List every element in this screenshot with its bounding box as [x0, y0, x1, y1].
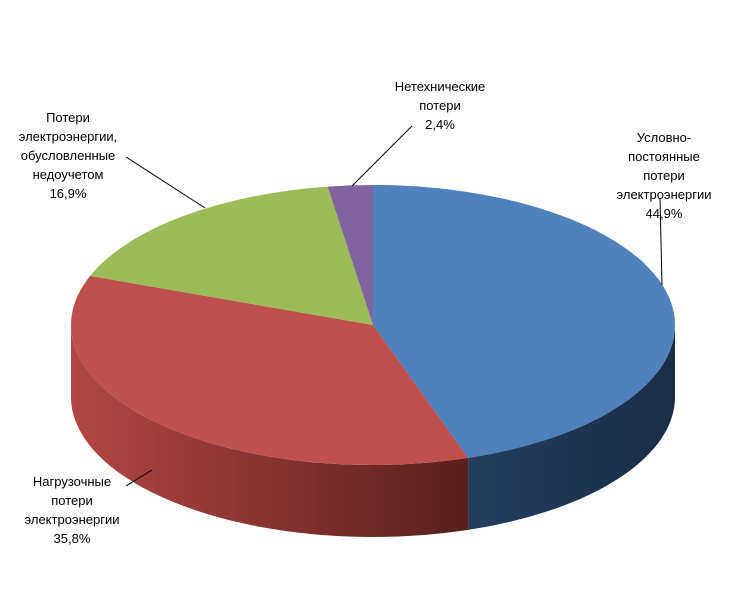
category-label: Условно- постоянные потери электроэнерги…	[616, 130, 712, 202]
data-label: Потери электроэнергии, обусловленные нед…	[19, 108, 118, 203]
category-label: Потери электроэнергии, обусловленные нед…	[18, 110, 118, 182]
slice	[373, 185, 675, 458]
data-label: Условно- постоянные потери электроэнерги…	[617, 128, 712, 223]
slice-side	[468, 325, 675, 530]
value-label: 35,8%	[53, 531, 91, 546]
value-label: 2,4%	[425, 117, 455, 132]
pie-sides	[71, 325, 675, 537]
data-label: Нетехнические потери 2,4%	[395, 77, 486, 134]
slice	[90, 186, 374, 325]
pie-tops	[71, 185, 675, 465]
slice	[71, 275, 469, 465]
slice-side	[71, 325, 469, 537]
data-label: Нагрузочные потери электроэнергии 35,8%	[25, 472, 120, 548]
slice	[327, 185, 373, 325]
category-label: Нетехнические потери	[394, 79, 486, 113]
leader-line	[351, 125, 413, 187]
value-label: 44,9%	[645, 206, 683, 221]
leader-line	[659, 197, 663, 286]
category-label: Нагрузочные потери электроэнергии	[24, 474, 120, 527]
leader-line	[125, 469, 153, 487]
value-label: 16,9%	[49, 186, 87, 201]
leader-line	[125, 156, 206, 209]
leader-lines	[125, 125, 663, 487]
